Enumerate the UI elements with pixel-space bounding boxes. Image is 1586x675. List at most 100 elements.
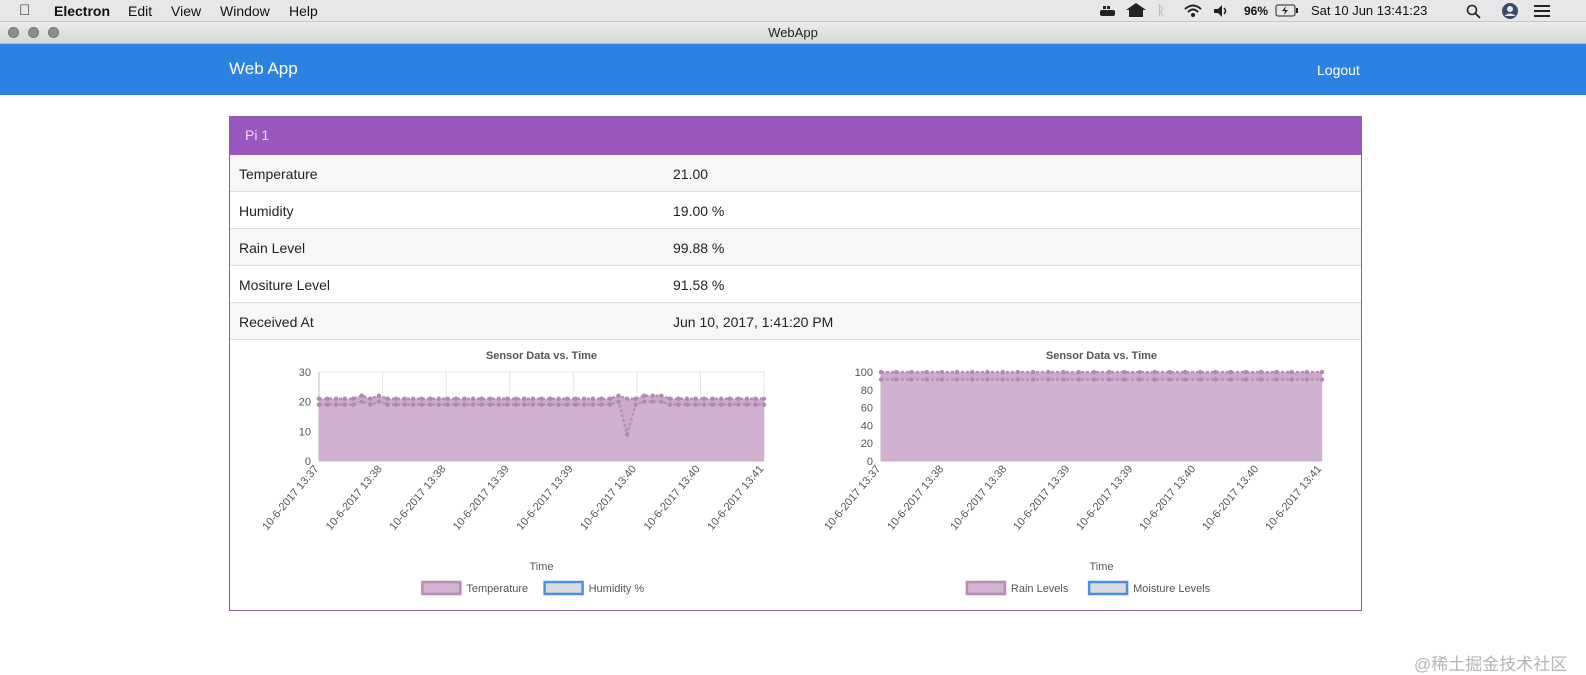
search-icon[interactable] (1466, 4, 1482, 19)
x-tick-label: 10-6-2017 13:38 (324, 463, 385, 533)
data-point (530, 402, 536, 407)
data-point (1167, 369, 1173, 375)
y-tick-label: 100 (855, 367, 873, 379)
apple-icon[interactable]:  (19, 2, 30, 19)
app-navbar: Web App Logout (0, 44, 1586, 95)
data-point (470, 396, 476, 401)
data-point (505, 402, 510, 407)
data-point (487, 402, 493, 407)
data-point (1243, 377, 1249, 382)
home-icon[interactable] (1124, 2, 1148, 18)
data-point (556, 402, 561, 407)
data-point (894, 377, 899, 382)
menu-edit[interactable]: Edit (128, 3, 153, 19)
window-title-bar[interactable]: WebApp (0, 22, 1586, 44)
data-point (1106, 377, 1112, 382)
bluetooth-icon[interactable]: ᚱ (1157, 3, 1165, 18)
data-point (736, 402, 741, 407)
data-point (878, 369, 884, 375)
x-tick-label: 10-6-2017 13:38 (885, 463, 946, 533)
data-point (1015, 369, 1021, 375)
data-point (1046, 369, 1051, 375)
data-point (939, 369, 945, 375)
chart-title: Sensor Data vs. Time (1046, 350, 1157, 362)
legend-swatch (543, 580, 584, 596)
y-tick-label: 10 (299, 426, 311, 438)
row-value: 21.00 (673, 166, 709, 182)
menubar-clock[interactable]: Sat 10 Jun 13:41:23 (1311, 3, 1428, 18)
table-row: Temperature 21.00 (230, 155, 1361, 192)
data-point (1076, 377, 1081, 382)
data-point (462, 402, 467, 407)
data-point (693, 402, 698, 407)
data-point (641, 399, 647, 404)
app-brand[interactable]: Web App (229, 59, 298, 78)
data-point (1076, 369, 1081, 375)
data-point (316, 396, 322, 401)
data-point (1228, 377, 1233, 382)
data-point (582, 402, 587, 407)
x-tick-label: 10-6-2017 13:37 (262, 463, 321, 533)
data-point (436, 402, 442, 407)
data-point (1319, 369, 1325, 375)
data-point (368, 396, 373, 401)
battery-percent: 96% (1244, 4, 1269, 18)
sensor-chart-rain-moisture: Sensor Data vs. Time 0 20 40 60 80 100 10-6-201… (822, 350, 1325, 596)
menu-help[interactable]: Help (289, 3, 318, 19)
legend-label: Rain Levels (1011, 583, 1069, 595)
x-tick-label: 10-6-2017 13:41 (705, 463, 766, 533)
row-value: 19.00 % (673, 203, 725, 219)
data-point (1167, 377, 1173, 382)
user-avatar-icon[interactable] (1501, 2, 1519, 20)
legend-swatch (1087, 580, 1129, 596)
data-point (1258, 377, 1264, 382)
data-point (325, 402, 330, 407)
menu-view[interactable]: View (171, 3, 202, 19)
data-point (419, 396, 424, 401)
menu-window[interactable]: Window (220, 3, 270, 19)
docker-icon[interactable] (1098, 4, 1118, 18)
data-point (479, 402, 484, 407)
x-tick-label: 10-6-2017 13:39 (1074, 463, 1135, 533)
data-point (1137, 369, 1142, 375)
data-point (513, 402, 519, 407)
data-point (684, 396, 690, 401)
legend-swatch (965, 580, 1007, 596)
volume-icon[interactable] (1213, 4, 1231, 18)
notification-center-icon[interactable] (1532, 4, 1552, 18)
data-point (1046, 377, 1051, 382)
window-close-button[interactable] (8, 27, 19, 38)
x-tick-label: 10-6-2017 13:39 (1011, 463, 1072, 533)
window-minimize-button[interactable] (28, 27, 39, 38)
data-point (1091, 369, 1097, 375)
battery-icon[interactable] (1275, 4, 1299, 17)
data-point (599, 402, 604, 407)
data-point (573, 396, 578, 401)
data-point (1061, 377, 1066, 382)
data-point (410, 396, 416, 401)
data-point (1213, 377, 1218, 382)
window-zoom-button[interactable] (48, 27, 59, 38)
menu-app-name[interactable]: Electron (54, 3, 111, 19)
data-point (599, 396, 604, 401)
data-point (342, 402, 347, 407)
data-point (325, 396, 330, 401)
data-point (633, 402, 638, 407)
y-tick-label: 80 (861, 385, 873, 397)
data-point (684, 402, 690, 407)
x-axis-title: Time (1089, 561, 1113, 573)
data-point (470, 402, 476, 407)
data-point (894, 369, 899, 375)
logout-link[interactable]: Logout (1317, 62, 1360, 78)
data-point (1091, 377, 1097, 382)
table-row: Rain Level 99.88 % (230, 229, 1361, 266)
data-point (939, 377, 945, 382)
data-point (1213, 369, 1218, 375)
data-point (1274, 377, 1279, 382)
y-tick-label: 0 (867, 456, 873, 468)
data-point (727, 396, 732, 401)
data-point (428, 396, 433, 401)
data-point (539, 402, 544, 407)
data-point (1152, 369, 1157, 375)
wifi-icon[interactable] (1183, 3, 1203, 18)
